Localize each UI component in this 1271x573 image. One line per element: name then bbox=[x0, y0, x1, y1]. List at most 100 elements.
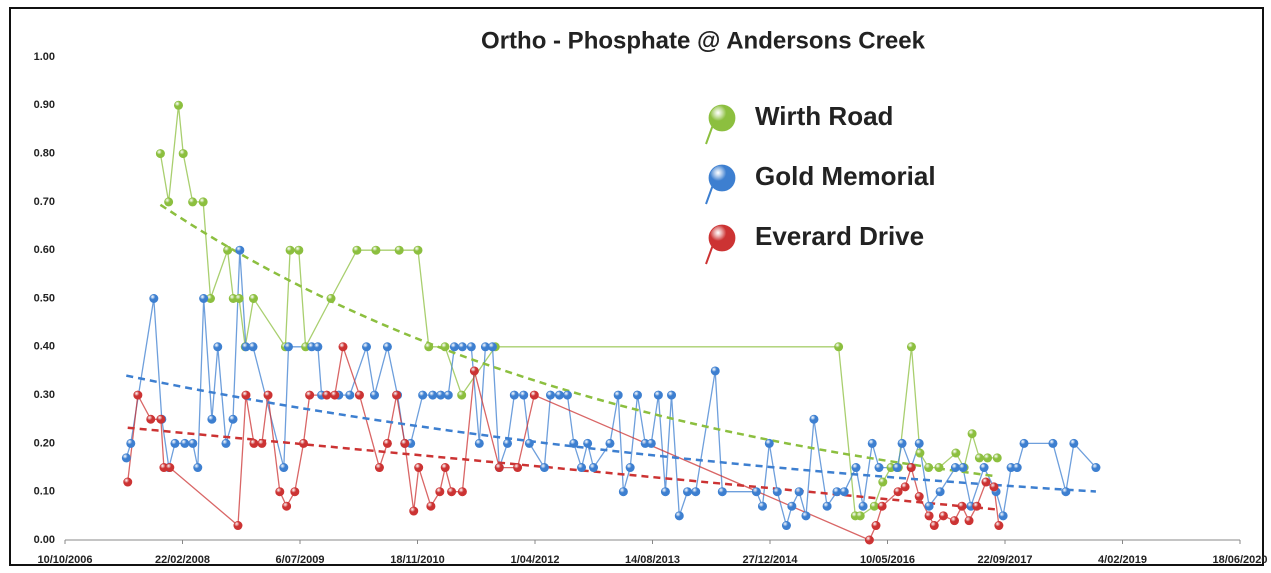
data-point bbox=[199, 293, 209, 303]
data-point bbox=[914, 438, 924, 448]
data-point bbox=[967, 429, 977, 439]
data-point bbox=[400, 438, 410, 448]
data-point bbox=[123, 477, 133, 487]
data-point bbox=[998, 511, 1008, 521]
data-point bbox=[509, 390, 519, 400]
data-point bbox=[233, 521, 243, 531]
data-point bbox=[371, 245, 381, 255]
trendline bbox=[127, 426, 1000, 511]
data-point bbox=[447, 487, 457, 497]
data-point bbox=[983, 453, 993, 463]
data-point bbox=[577, 463, 587, 473]
y-tick-label: 0.10 bbox=[34, 486, 55, 498]
data-point bbox=[369, 390, 379, 400]
data-point bbox=[546, 390, 556, 400]
data-point bbox=[691, 487, 701, 497]
data-point bbox=[503, 438, 513, 448]
data-point bbox=[180, 438, 190, 448]
data-point bbox=[801, 511, 811, 521]
data-point bbox=[934, 463, 944, 473]
data-point bbox=[354, 390, 364, 400]
data-point bbox=[529, 390, 539, 400]
data-point bbox=[409, 506, 419, 516]
data-point bbox=[263, 390, 273, 400]
legend-marker bbox=[708, 224, 736, 252]
data-point bbox=[864, 535, 874, 545]
data-point bbox=[449, 342, 459, 352]
data-point bbox=[915, 448, 925, 458]
data-point bbox=[313, 342, 323, 352]
data-point bbox=[877, 501, 887, 511]
data-point bbox=[155, 149, 165, 159]
data-point bbox=[839, 487, 849, 497]
data-point bbox=[893, 487, 903, 497]
data-point bbox=[994, 521, 1004, 531]
data-point bbox=[569, 438, 579, 448]
data-point bbox=[951, 448, 961, 458]
data-point bbox=[457, 487, 467, 497]
data-point bbox=[632, 390, 642, 400]
data-point bbox=[248, 342, 258, 352]
data-point bbox=[228, 414, 238, 424]
data-point bbox=[248, 293, 258, 303]
data-point bbox=[241, 390, 251, 400]
data-point bbox=[809, 414, 819, 424]
data-point bbox=[589, 463, 599, 473]
chart-title: Ortho - Phosphate @ Andersons Creek bbox=[481, 27, 926, 54]
data-point bbox=[897, 438, 907, 448]
data-point bbox=[382, 342, 392, 352]
data-point bbox=[924, 511, 934, 521]
x-tick-label: 10/05/2016 bbox=[860, 554, 915, 566]
data-point bbox=[469, 366, 479, 376]
data-point bbox=[283, 342, 293, 352]
data-point bbox=[992, 453, 1002, 463]
y-tick-label: 0.20 bbox=[34, 437, 55, 449]
x-tick-label: 10/10/2006 bbox=[37, 554, 92, 566]
data-point bbox=[958, 463, 968, 473]
data-point bbox=[751, 487, 761, 497]
data-point bbox=[466, 342, 476, 352]
data-point bbox=[221, 438, 231, 448]
data-point bbox=[170, 438, 180, 448]
x-tick-label: 14/08/2013 bbox=[625, 554, 680, 566]
data-point bbox=[494, 463, 504, 473]
data-point bbox=[957, 501, 967, 511]
legend-marker bbox=[708, 164, 736, 192]
data-point bbox=[345, 390, 355, 400]
data-point bbox=[867, 438, 877, 448]
data-point bbox=[213, 342, 223, 352]
data-point bbox=[418, 390, 428, 400]
data-point bbox=[330, 390, 340, 400]
data-point bbox=[121, 453, 131, 463]
data-point bbox=[929, 521, 939, 531]
data-point bbox=[174, 100, 184, 110]
data-point bbox=[188, 438, 198, 448]
y-tick-label: 0.70 bbox=[34, 196, 55, 208]
data-point bbox=[285, 245, 295, 255]
chart-frame bbox=[9, 7, 1264, 566]
data-point bbox=[924, 463, 934, 473]
data-point bbox=[764, 438, 774, 448]
y-tick-label: 0.40 bbox=[34, 341, 55, 353]
data-point bbox=[374, 463, 384, 473]
data-point bbox=[149, 293, 159, 303]
data-point bbox=[178, 149, 188, 159]
data-point bbox=[972, 501, 982, 511]
data-point bbox=[279, 463, 289, 473]
data-point bbox=[188, 197, 198, 207]
data-point bbox=[787, 501, 797, 511]
data-point bbox=[892, 463, 902, 473]
data-point bbox=[198, 197, 208, 207]
data-point bbox=[935, 487, 945, 497]
data-point bbox=[989, 482, 999, 492]
data-point bbox=[878, 477, 888, 487]
x-tick-label: 18/11/2010 bbox=[390, 554, 444, 566]
legend-label: Everard Drive bbox=[755, 221, 924, 251]
data-point bbox=[667, 390, 677, 400]
data-point bbox=[683, 487, 693, 497]
y-tick-label: 0.80 bbox=[34, 148, 55, 160]
data-point bbox=[294, 245, 304, 255]
data-point bbox=[382, 438, 392, 448]
data-point bbox=[146, 414, 156, 424]
data-point bbox=[435, 487, 445, 497]
